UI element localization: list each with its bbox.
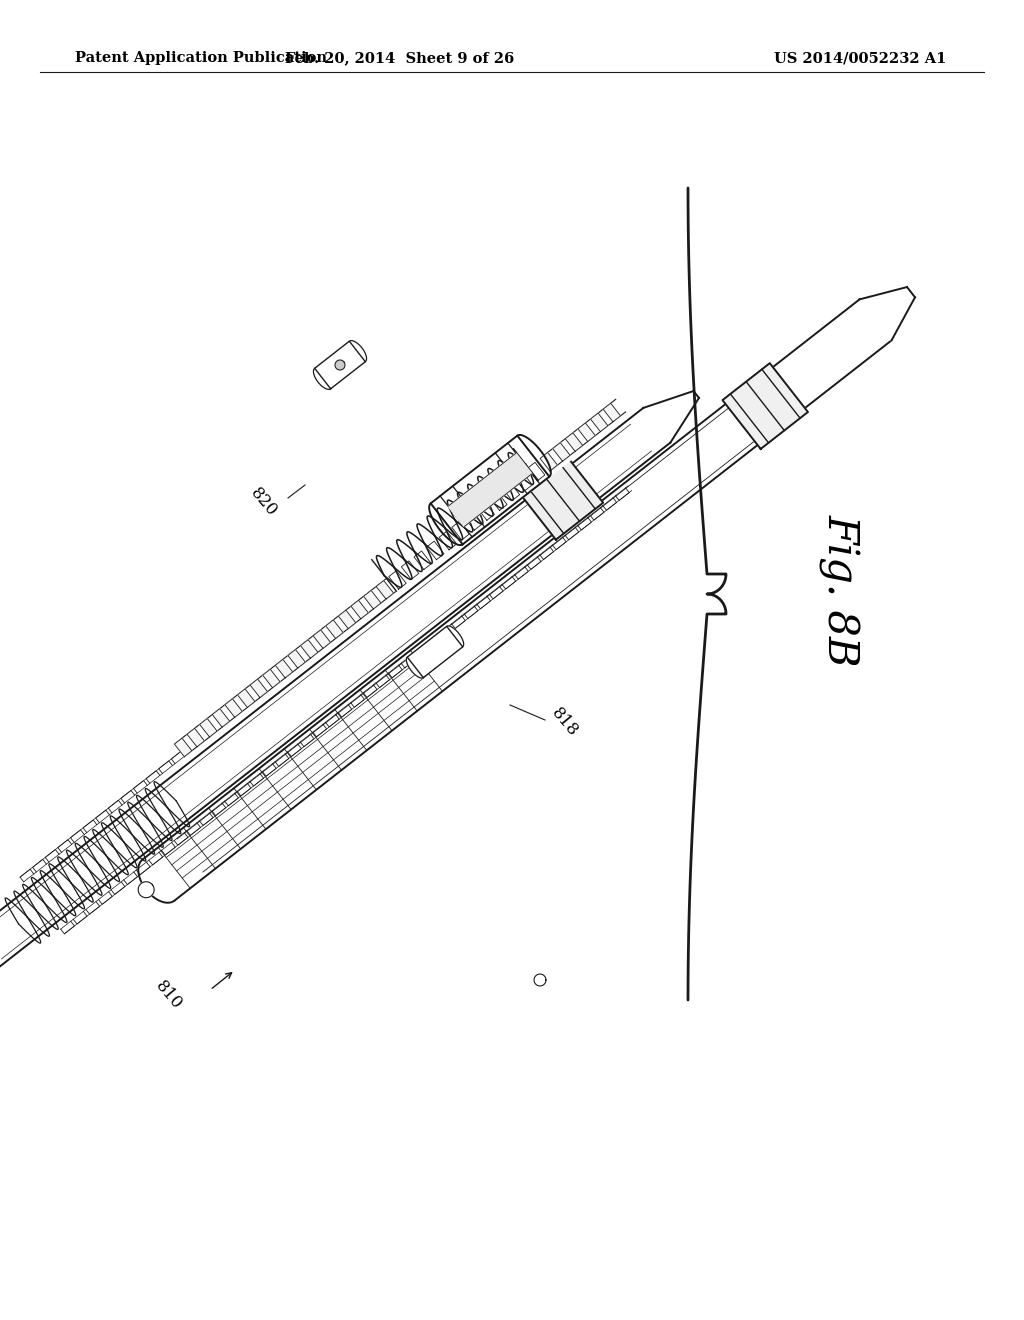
Polygon shape [723, 363, 808, 449]
Polygon shape [527, 462, 545, 480]
Polygon shape [349, 341, 367, 362]
Polygon shape [427, 541, 444, 560]
Polygon shape [515, 473, 532, 491]
Polygon shape [288, 649, 305, 668]
Polygon shape [477, 502, 495, 520]
Polygon shape [335, 360, 345, 370]
Text: US 2014/0052232 A1: US 2014/0052232 A1 [774, 51, 946, 65]
Polygon shape [138, 882, 155, 898]
Polygon shape [565, 433, 583, 451]
Polygon shape [603, 403, 621, 422]
Polygon shape [250, 678, 267, 697]
Polygon shape [540, 453, 557, 471]
Polygon shape [401, 561, 419, 579]
Polygon shape [521, 458, 603, 540]
Polygon shape [452, 521, 469, 540]
Polygon shape [414, 550, 431, 569]
Polygon shape [517, 436, 551, 477]
Polygon shape [275, 660, 293, 678]
Text: 818: 818 [548, 705, 582, 739]
Polygon shape [314, 341, 366, 389]
Text: 820: 820 [247, 484, 280, 520]
Text: Fig. 8B: Fig. 8B [819, 513, 861, 667]
Text: Patent Application Publication: Patent Application Publication [75, 51, 327, 65]
Polygon shape [187, 729, 205, 747]
Polygon shape [225, 698, 243, 717]
Polygon shape [263, 669, 281, 688]
Polygon shape [408, 627, 463, 677]
Polygon shape [578, 422, 595, 441]
Polygon shape [370, 446, 541, 594]
Polygon shape [591, 413, 608, 432]
Polygon shape [351, 601, 369, 619]
Polygon shape [174, 738, 191, 756]
Polygon shape [535, 974, 546, 986]
Polygon shape [439, 532, 457, 550]
Polygon shape [429, 503, 463, 545]
Polygon shape [446, 626, 464, 647]
Polygon shape [502, 482, 519, 500]
Polygon shape [407, 657, 423, 678]
Polygon shape [300, 640, 317, 659]
Polygon shape [138, 859, 174, 903]
Polygon shape [142, 300, 892, 900]
Polygon shape [364, 590, 381, 609]
Polygon shape [172, 396, 628, 760]
Polygon shape [449, 453, 531, 527]
Polygon shape [200, 718, 217, 737]
Polygon shape [376, 581, 393, 599]
Polygon shape [338, 610, 355, 628]
Polygon shape [553, 442, 570, 461]
Polygon shape [489, 492, 507, 511]
Polygon shape [0, 401, 675, 978]
Polygon shape [389, 570, 407, 589]
Polygon shape [431, 436, 549, 544]
Polygon shape [465, 512, 482, 531]
Polygon shape [238, 689, 255, 708]
Polygon shape [313, 368, 331, 389]
Polygon shape [326, 620, 343, 639]
Polygon shape [212, 709, 229, 727]
Polygon shape [313, 630, 331, 648]
Text: 810: 810 [152, 977, 185, 1012]
Text: Feb. 20, 2014  Sheet 9 of 26: Feb. 20, 2014 Sheet 9 of 26 [286, 51, 515, 65]
